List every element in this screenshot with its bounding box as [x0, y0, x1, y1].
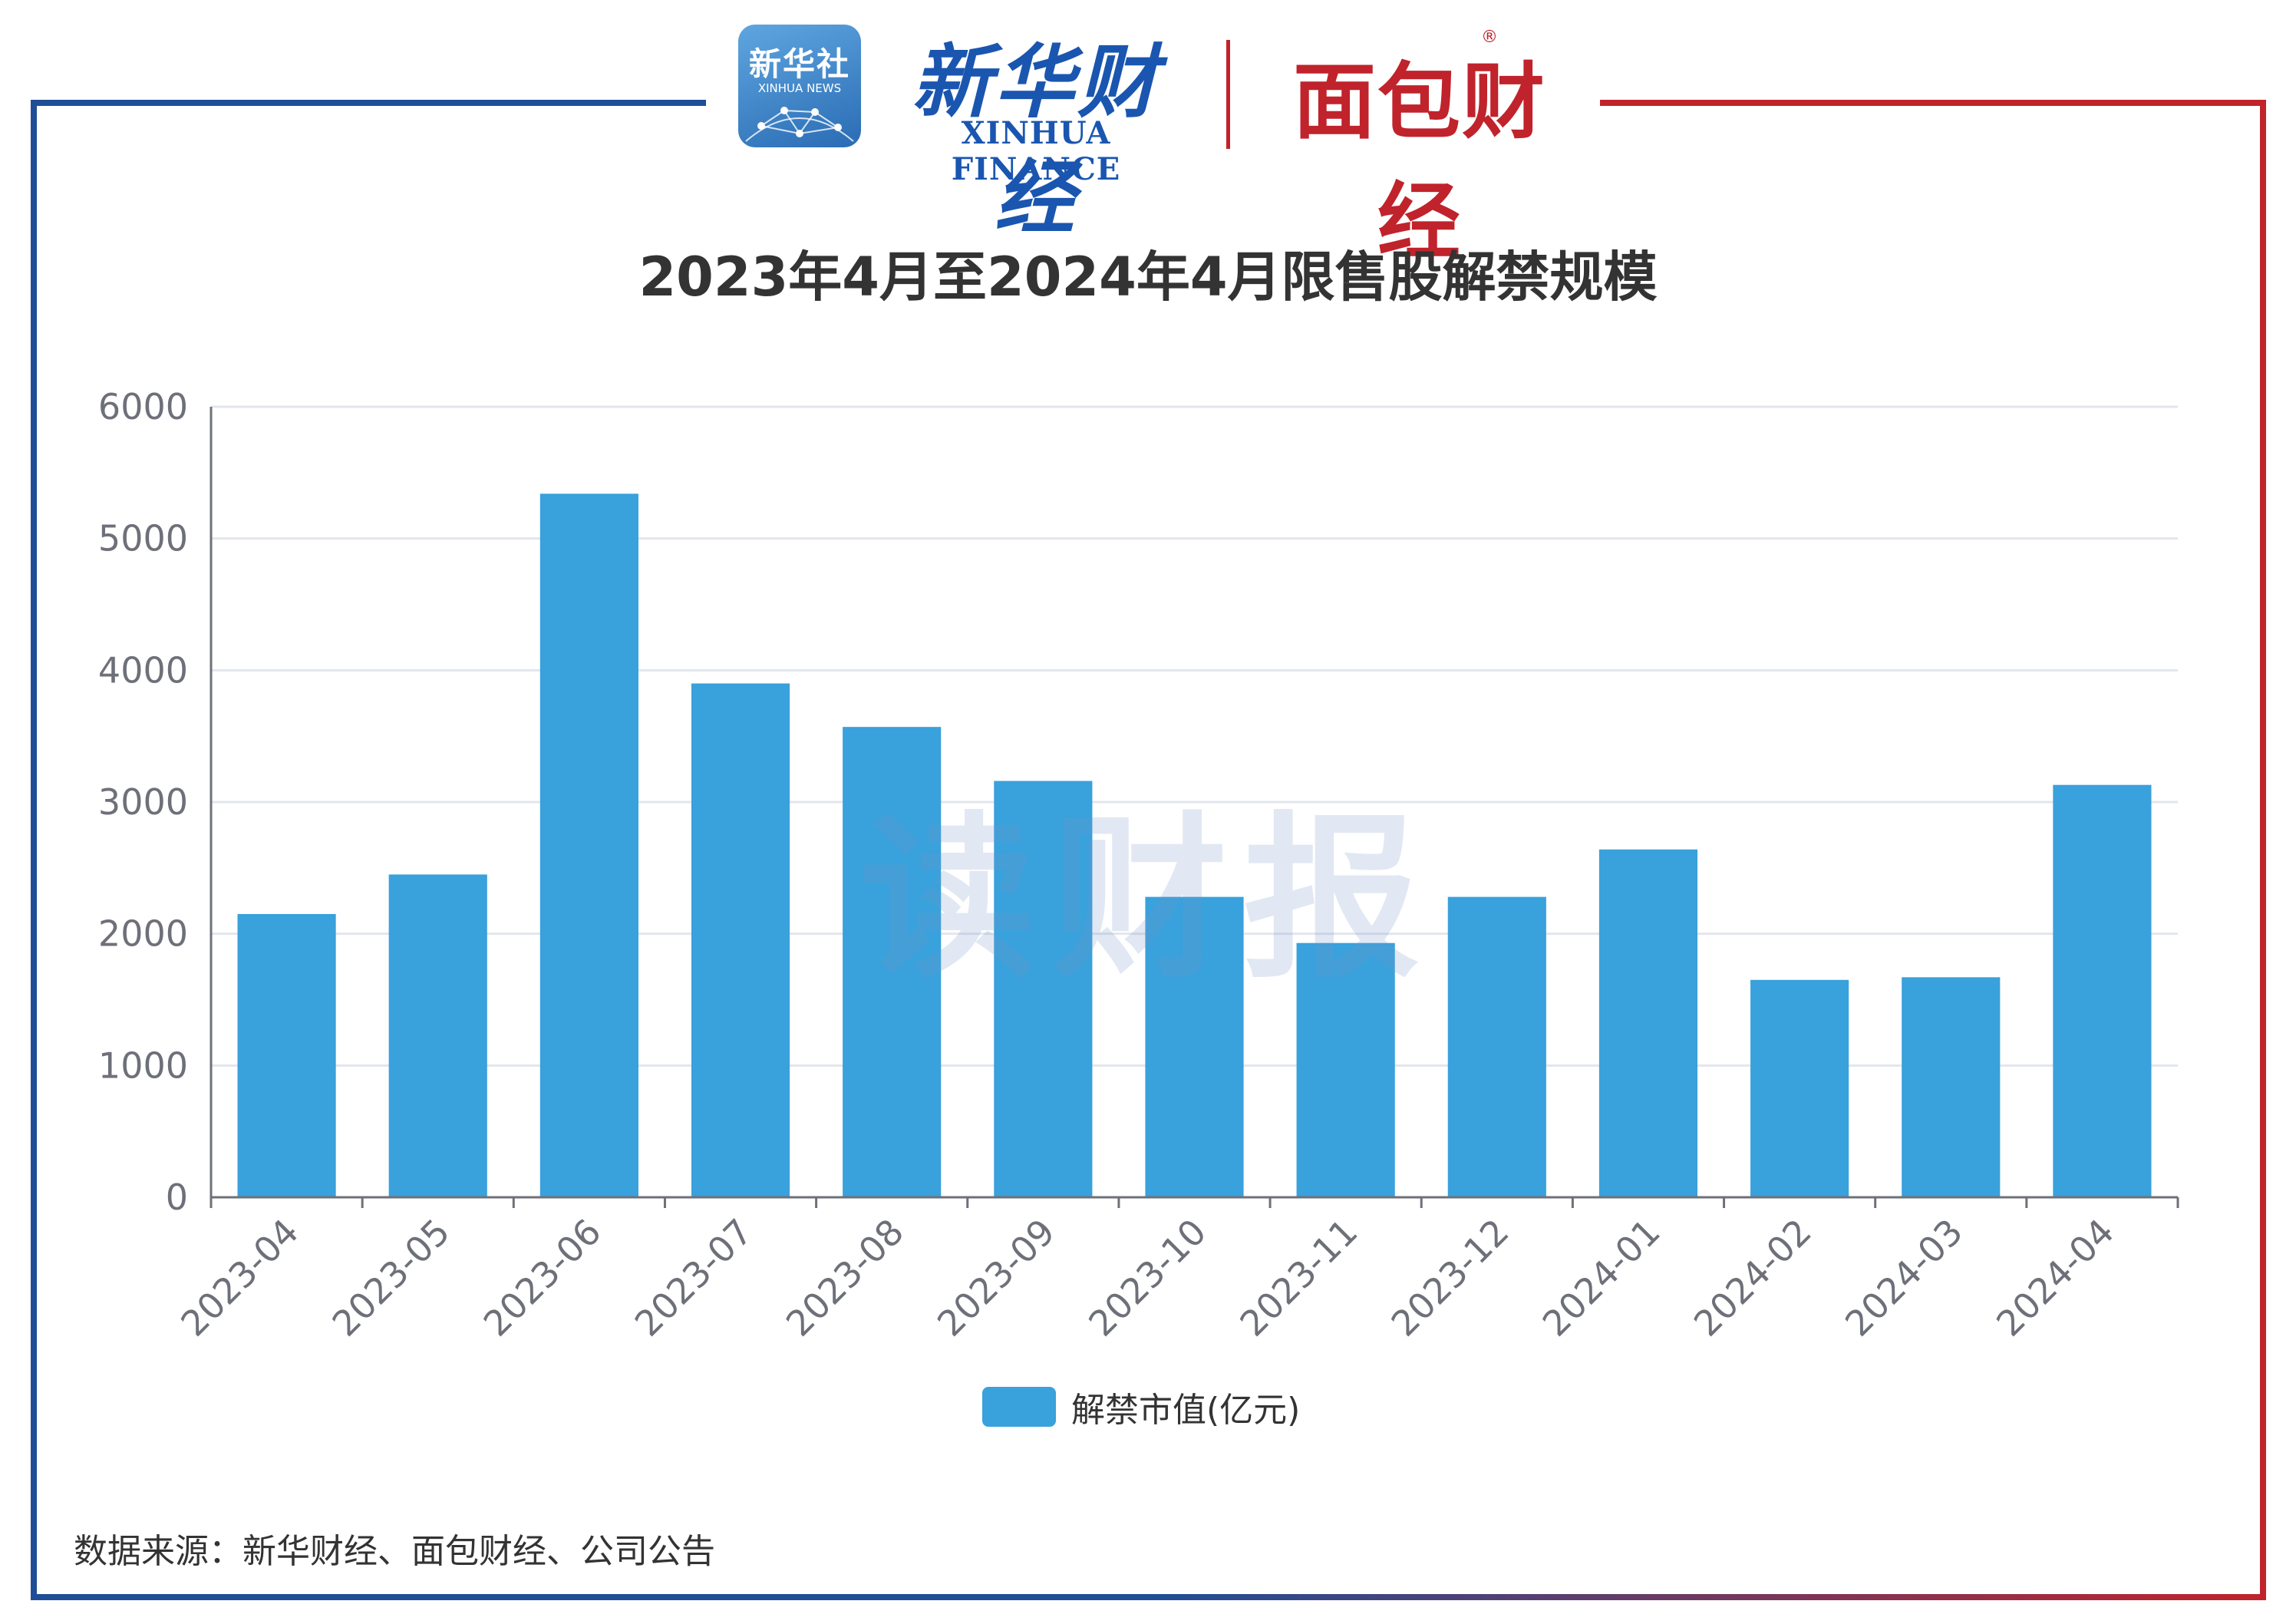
xinhua-finance-logo-en: XINHUA FINANCE: [951, 115, 1121, 187]
y-tick-label: 0: [166, 1177, 188, 1218]
bar-2024-03[interactable]: [1902, 977, 2001, 1197]
y-tick-label: 4000: [98, 649, 188, 691]
x-tick-label: 2023-12: [1383, 1211, 1516, 1345]
registered-mark: ®: [1481, 28, 1498, 47]
x-tick-label: 2023-06: [476, 1211, 609, 1345]
bar-2023-08[interactable]: [843, 727, 942, 1197]
x-tick-label: 2023-07: [627, 1211, 760, 1345]
bar-2023-04[interactable]: [237, 913, 336, 1197]
y-tick-label: 6000: [98, 386, 188, 427]
xinhua-finance-logo-cn: 新华财经: [911, 35, 1160, 245]
frame-left-line: [31, 100, 37, 1600]
x-tick-label: 2024-01: [1535, 1211, 1668, 1345]
x-tick-label: 2023-11: [1232, 1211, 1365, 1345]
bar-2024-04[interactable]: [2053, 784, 2152, 1197]
bar-2023-10[interactable]: [1145, 896, 1244, 1197]
frame-bottom-line: [31, 1594, 2266, 1600]
x-tick-label: 2023-10: [1080, 1211, 1214, 1345]
bar-2023-05[interactable]: [388, 874, 487, 1197]
xinhua-news-logo: 新华社 XINHUA NEWS: [738, 25, 861, 147]
globe-network-icon: [745, 107, 854, 142]
x-tick-label: 2023-08: [778, 1211, 912, 1345]
chart-title: 2023年4月至2024年4月限售股解禁规模: [638, 246, 1658, 309]
logo-divider: [1226, 40, 1230, 149]
source-note: 数据来源：新华财经、面包财经、公司公告: [74, 1532, 715, 1571]
bar-2023-06[interactable]: [539, 493, 638, 1197]
frame-right-line: [2260, 100, 2266, 1600]
bar-2024-02[interactable]: [1750, 979, 1849, 1197]
watermark: 读财报: [859, 797, 1436, 1002]
frame-top-left-line: [31, 100, 706, 106]
x-tick-label: 2023-05: [324, 1211, 457, 1345]
legend-swatch: [982, 1387, 1056, 1427]
x-tick-label: 2023-09: [929, 1211, 1063, 1345]
x-tick-label: 2024-02: [1686, 1211, 1819, 1345]
bar-2023-12[interactable]: [1447, 896, 1546, 1197]
y-tick-label: 3000: [98, 781, 188, 823]
legend[interactable]: 解禁市值(亿元): [982, 1385, 1301, 1430]
mianbao-finance-logo: 面包财经: [1292, 54, 1546, 270]
y-tick-label: 2000: [98, 913, 188, 955]
xinhua-logo-text: 新华社: [748, 45, 850, 83]
bar-2023-11[interactable]: [1296, 942, 1395, 1197]
y-tick-label: 5000: [98, 518, 188, 559]
bar-2023-09[interactable]: [994, 781, 1093, 1197]
bars: [237, 493, 2152, 1198]
x-tick-label: 2024-03: [1837, 1211, 1971, 1345]
x-tick-label: 2023-04: [173, 1211, 306, 1345]
legend-label: 解禁市值(亿元): [1071, 1391, 1301, 1430]
y-tick-label: 1000: [98, 1045, 188, 1086]
bar-2023-07[interactable]: [691, 683, 790, 1198]
xinhua-logo-subtext: XINHUA NEWS: [757, 81, 842, 95]
x-tick-label: 2024-04: [1988, 1211, 2122, 1345]
bar-2024-01[interactable]: [1598, 849, 1698, 1197]
frame-top-right-line: [1600, 100, 2266, 106]
